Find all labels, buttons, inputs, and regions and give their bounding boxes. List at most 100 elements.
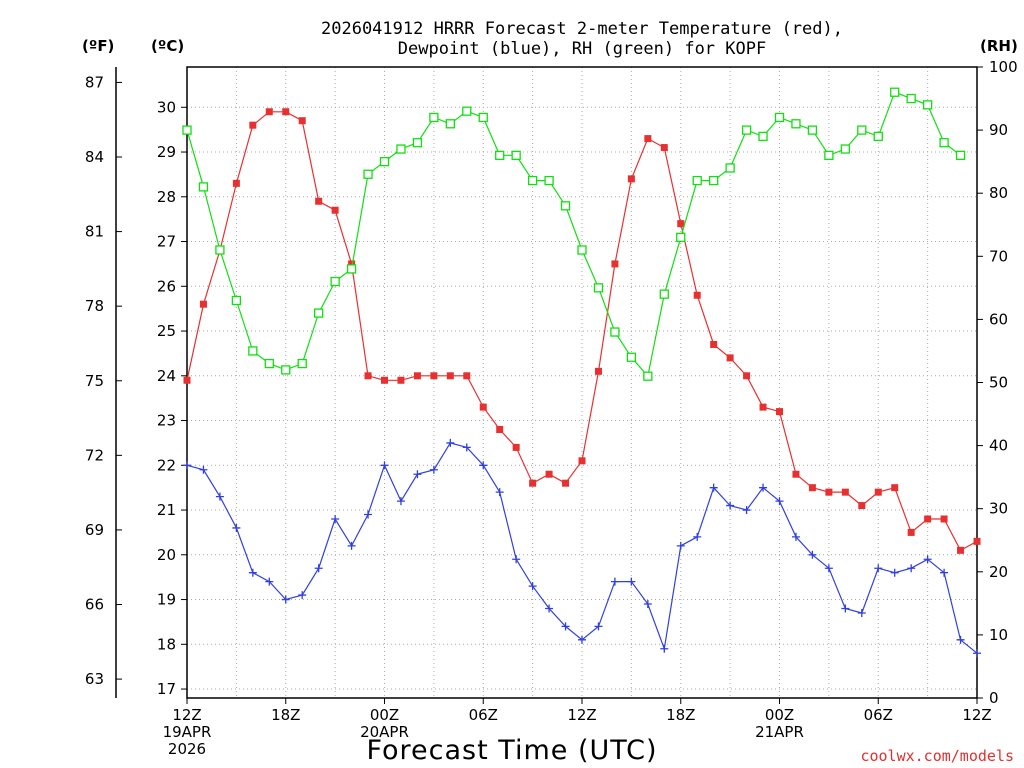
celsius-tick-label: 30 [157, 98, 176, 116]
dewpoint-point [413, 470, 422, 479]
celsius-tick-label: 18 [157, 635, 176, 653]
dewpoint-point [512, 555, 521, 564]
rh-point [363, 169, 373, 179]
rh-point [429, 112, 439, 123]
temperature-point [924, 515, 932, 523]
dewpoint-point [676, 541, 685, 550]
temperature-point [808, 484, 816, 492]
dewpoint-point [973, 649, 981, 658]
rh-point [824, 150, 834, 160]
rh-point [758, 131, 768, 142]
temperature-point [413, 372, 421, 380]
temperature-point [792, 470, 800, 478]
rh-tick-label: 70 [989, 247, 1008, 265]
dewpoint-point [627, 577, 636, 586]
rh-tick-label: 20 [989, 563, 1008, 581]
dewpoint-point [742, 506, 751, 515]
rh-point [182, 125, 192, 135]
rh-point [922, 100, 933, 110]
dewpoint-point [907, 564, 916, 573]
temperature-point [430, 372, 438, 380]
chart-title: 2026041912 HRRR Forecast 2-meter Tempera… [321, 19, 843, 59]
rh-point [659, 289, 669, 299]
celsius-tick-label: 19 [157, 591, 176, 609]
dewpoint-point [380, 461, 389, 470]
dewpoint-point [594, 622, 603, 631]
temperature-point [512, 443, 520, 451]
rh-point [396, 144, 406, 154]
x-tick-label: 06Z [864, 706, 893, 724]
rh-point [560, 201, 571, 211]
fahrenheit-tick-label: 66 [85, 596, 104, 614]
temperature-point [825, 488, 833, 496]
rh-point [198, 182, 209, 192]
celsius-tick-label: 27 [157, 233, 176, 251]
rh-tick-label: 30 [989, 500, 1008, 518]
rh-point [791, 119, 801, 129]
dewpoint-point [578, 635, 586, 644]
temperature-point [776, 408, 783, 416]
dewpoint-point [709, 483, 718, 492]
rh-tick-label: 0 [989, 689, 999, 707]
x-tick-label: 12Z [567, 706, 596, 724]
fahrenheit-tick-label: 84 [85, 148, 104, 166]
rh-point [462, 106, 472, 116]
temperature-point [249, 121, 257, 129]
temperature-point [611, 260, 619, 268]
fahrenheit-tick-label: 78 [85, 297, 104, 315]
dewpoint-point [923, 555, 932, 564]
temperature-point [710, 340, 718, 348]
temperature-point [726, 354, 734, 362]
rh-tick-label: 60 [989, 310, 1008, 328]
rh-tick-label: 50 [989, 374, 1008, 392]
rh-point [330, 276, 340, 287]
rh-point [478, 112, 488, 123]
rh-point [692, 175, 702, 186]
dewpoint-point [215, 492, 224, 501]
celsius-tick-label: 20 [157, 546, 176, 564]
rh-point [906, 93, 916, 104]
dewpoint-point [446, 438, 455, 447]
dewpoint-point [940, 568, 949, 577]
rh-tick-label: 80 [989, 184, 1008, 202]
rh-point [577, 245, 587, 255]
rh-point [495, 150, 505, 160]
dewpoint-point [429, 465, 438, 474]
x-tick-label: 19APR [163, 723, 212, 741]
temperature-point [183, 376, 191, 384]
temperature-point [957, 546, 965, 554]
rh-point [626, 352, 637, 362]
rh-point [676, 232, 686, 243]
x-tick-label: 18Z [666, 706, 695, 724]
temperature-point [578, 457, 586, 465]
dewpoint-point [890, 568, 899, 577]
celsius-tick-label: 25 [157, 322, 176, 340]
temperature-point [348, 260, 356, 268]
dewpoint-point [364, 510, 373, 519]
rh-point [643, 371, 653, 381]
dewpoint-point [528, 582, 537, 591]
dewpoint-point [248, 568, 257, 577]
chart-title-line-1: 2026041912 HRRR Forecast 2-meter Tempera… [321, 19, 843, 39]
dewpoint-point [331, 514, 340, 523]
temperature-point [446, 372, 454, 380]
temperature-point [199, 300, 207, 308]
temperature-point [660, 144, 668, 152]
temperature-point [841, 488, 849, 496]
rh-point [215, 245, 225, 255]
data-series [182, 87, 981, 658]
rh-point [807, 125, 818, 135]
x-tick-label: 21APR [755, 723, 804, 741]
x-tick-label: 2026 [168, 740, 206, 758]
fahrenheit-unit-label: (ºF) [82, 37, 114, 55]
dewpoint-point [791, 532, 800, 541]
x-tick-label: 12Z [962, 706, 991, 724]
rh-point [297, 358, 307, 369]
temperature-point [627, 175, 635, 183]
rh-point [231, 295, 242, 306]
temperature-point [759, 403, 767, 411]
rh-point [709, 175, 719, 186]
rh-point [264, 358, 274, 369]
celsius-tick-label: 17 [157, 680, 176, 698]
